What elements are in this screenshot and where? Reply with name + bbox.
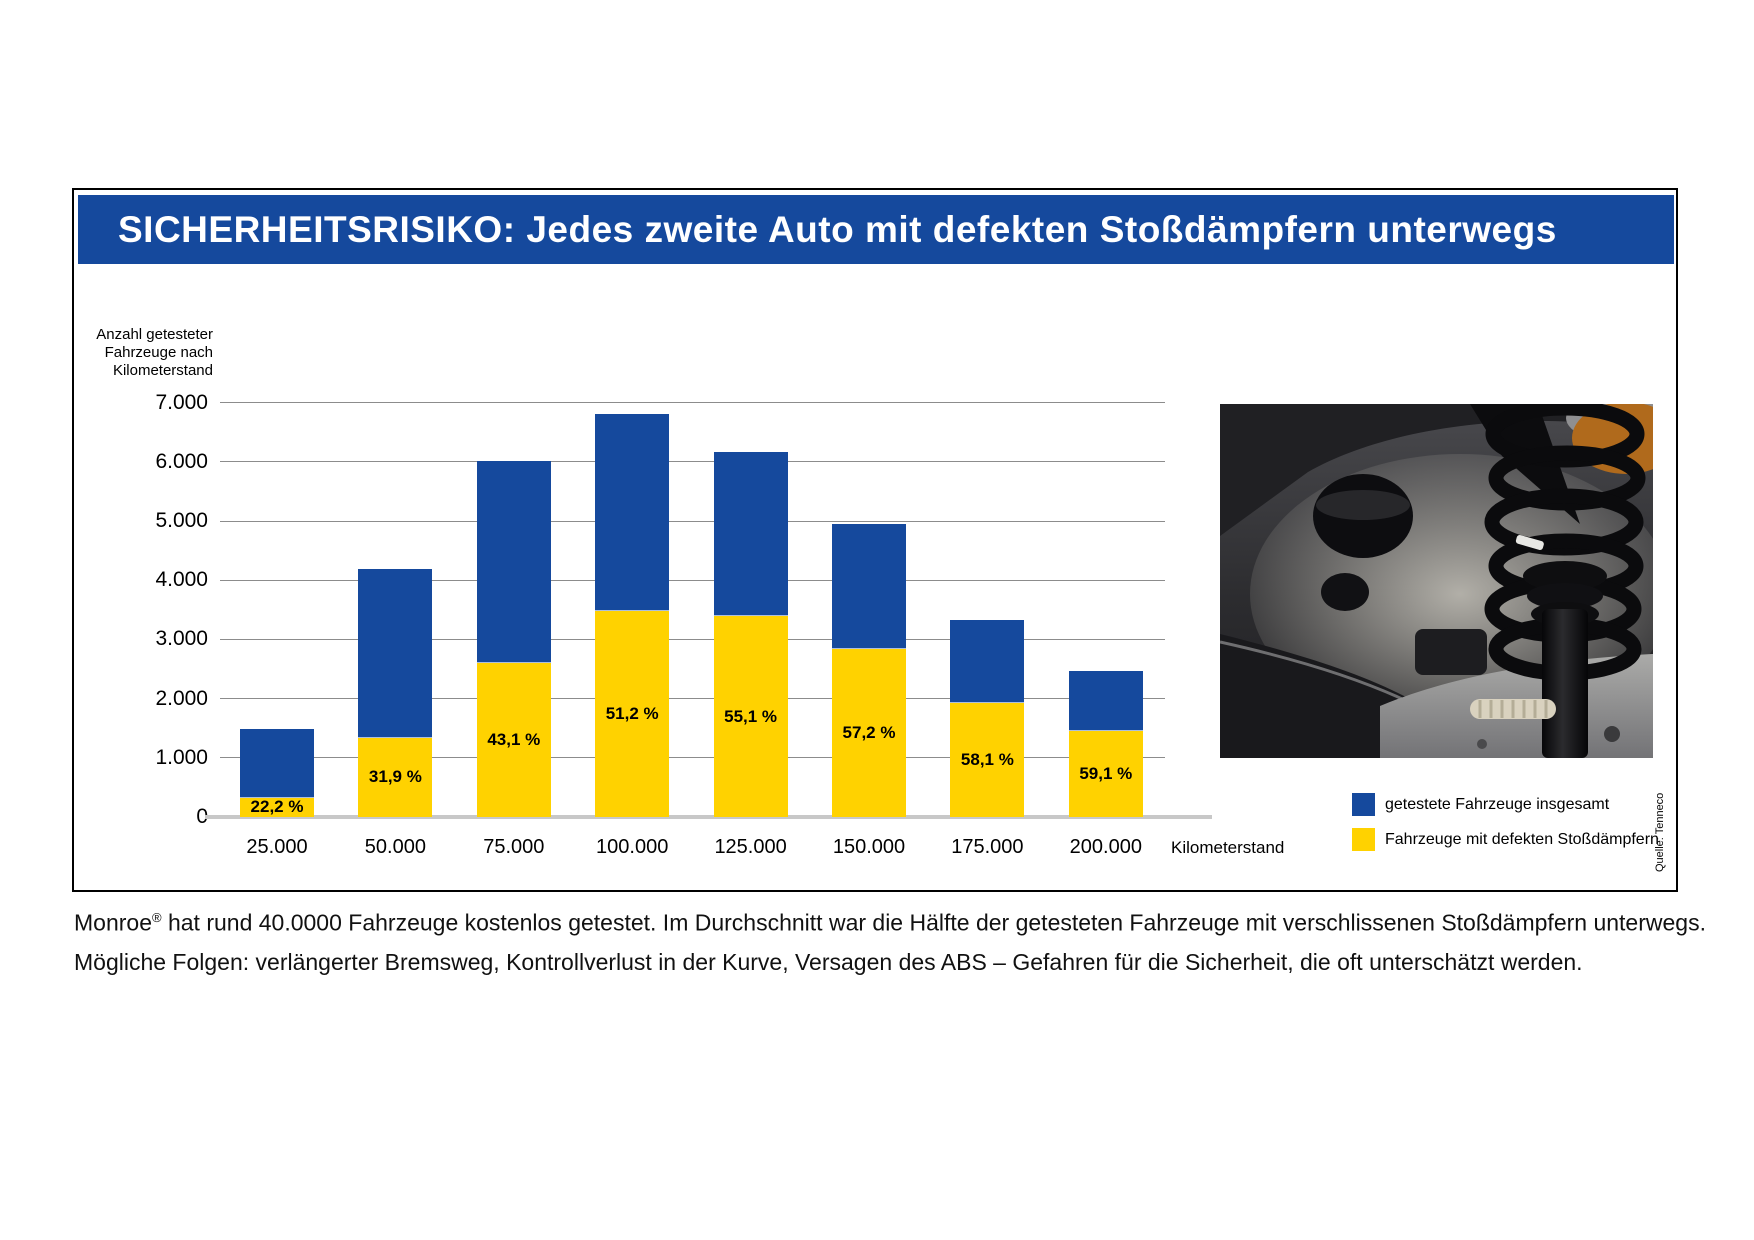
y-tick-label: 4.000 bbox=[155, 568, 208, 592]
bar-total-segment bbox=[476, 460, 551, 664]
legend: getestete Fahrzeuge insgesamt Fahrzeuge … bbox=[1352, 793, 1659, 863]
gridline bbox=[220, 579, 1165, 581]
bar-total-segment bbox=[950, 620, 1025, 703]
defect-percent-label: 51,2 % bbox=[605, 703, 659, 723]
gridline bbox=[220, 461, 1165, 463]
y-axis-title: Anzahl getesteter Fahrzeuge nach Kilomet… bbox=[70, 326, 213, 380]
y-tick-label: 1.000 bbox=[155, 745, 208, 769]
legend-item: getestete Fahrzeuge insgesamt bbox=[1352, 793, 1652, 816]
bar-defect-segment: 43,1 % bbox=[476, 663, 551, 817]
defect-percent-label: 22,2 % bbox=[250, 797, 304, 817]
gridline bbox=[220, 698, 1165, 700]
bar-total-segment bbox=[1068, 670, 1143, 731]
bar-total-segment bbox=[832, 523, 906, 650]
defect-percent-label: 43,1 % bbox=[487, 730, 541, 750]
bar-total-segment bbox=[240, 729, 314, 798]
gridline bbox=[220, 402, 1165, 404]
x-tick-label: 150.000 bbox=[832, 836, 906, 858]
x-tick-label: 50.000 bbox=[364, 836, 426, 858]
shock-absorber-photo bbox=[1220, 404, 1653, 758]
caption-line-1-text: hat rund 40.0000 Fahrzeuge kostenlos get… bbox=[161, 909, 1706, 936]
shock-absorber-illustration bbox=[1220, 404, 1653, 758]
x-tick-label: 125.000 bbox=[714, 836, 787, 858]
title-bar: SICHERHEITSRISIKO: Jedes zweite Auto mit… bbox=[78, 195, 1674, 264]
bar-total-segment bbox=[595, 414, 670, 611]
y-tick-label: 6.000 bbox=[155, 449, 208, 473]
bar-total-segment bbox=[358, 568, 433, 738]
x-axis-baseline bbox=[205, 815, 1212, 819]
defect-percent-label: 59,1 % bbox=[1079, 763, 1133, 783]
bar-defect-segment: 55,1 % bbox=[713, 616, 788, 817]
bar-defect-segment: 51,2 % bbox=[595, 610, 670, 817]
defect-percent-label: 57,2 % bbox=[842, 723, 896, 743]
source-credit: Quelle: Tenneco bbox=[1654, 792, 1666, 872]
y-tick-label: 0 bbox=[196, 805, 208, 828]
legend-label: Fahrzeuge mit defekten Stoßdämpfern bbox=[1385, 830, 1659, 848]
y-tick-label: 3.000 bbox=[155, 627, 208, 651]
y-axis-title-line: Anzahl getesteter bbox=[96, 326, 213, 343]
gridline bbox=[220, 520, 1165, 522]
bar-defect-segment: 59,1 % bbox=[1068, 730, 1143, 817]
y-tick-label: 2.000 bbox=[155, 686, 208, 710]
gridline bbox=[220, 638, 1165, 640]
caption: Monroe® hat rund 40.0000 Fahrzeuge koste… bbox=[74, 898, 1724, 982]
x-tick-label: 100.000 bbox=[596, 836, 669, 858]
x-axis-title: Kilometerstand bbox=[1171, 838, 1285, 857]
bar-total-segment bbox=[713, 452, 788, 617]
legend-item: Fahrzeuge mit defekten Stoßdämpfern bbox=[1352, 828, 1659, 851]
x-tick-label: 200.000 bbox=[1069, 836, 1142, 858]
y-tick-label: 5.000 bbox=[155, 509, 208, 532]
legend-label: getestete Fahrzeuge insgesamt bbox=[1385, 795, 1610, 813]
bar-defect-segment: 22,2 % bbox=[240, 797, 314, 817]
legend-swatch-blue bbox=[1352, 793, 1375, 816]
hose bbox=[1470, 699, 1556, 719]
legend-swatch-yellow bbox=[1352, 828, 1375, 851]
caption-line-1: Monroe® hat rund 40.0000 Fahrzeuge koste… bbox=[74, 898, 1724, 943]
x-tick-label: 175.000 bbox=[951, 836, 1024, 858]
brand-name: Monroe bbox=[74, 909, 152, 936]
defect-percent-label: 31,9 % bbox=[368, 767, 422, 787]
x-tick-label: 75.000 bbox=[483, 836, 545, 858]
defect-percent-label: 58,1 % bbox=[960, 749, 1014, 769]
defect-percent-label: 55,1 % bbox=[724, 706, 778, 726]
bar-defect-segment: 58,1 % bbox=[950, 702, 1025, 817]
caption-line-2: Mögliche Folgen: verlängerter Bremsweg, … bbox=[74, 948, 1583, 975]
gridline bbox=[220, 757, 1165, 759]
bar-defect-segment: 31,9 % bbox=[358, 737, 433, 817]
y-axis-title-line: Fahrzeuge nach bbox=[104, 344, 213, 361]
y-tick-label: 7.000 bbox=[155, 390, 208, 414]
page-title: SICHERHEITSRISIKO: Jedes zweite Auto mit… bbox=[118, 208, 1557, 250]
bar-defect-segment: 57,2 % bbox=[832, 649, 906, 817]
registered-mark: ® bbox=[151, 910, 162, 925]
x-tick-label: 25.000 bbox=[246, 836, 308, 858]
y-axis-title-line: Kilometerstand bbox=[112, 362, 213, 379]
